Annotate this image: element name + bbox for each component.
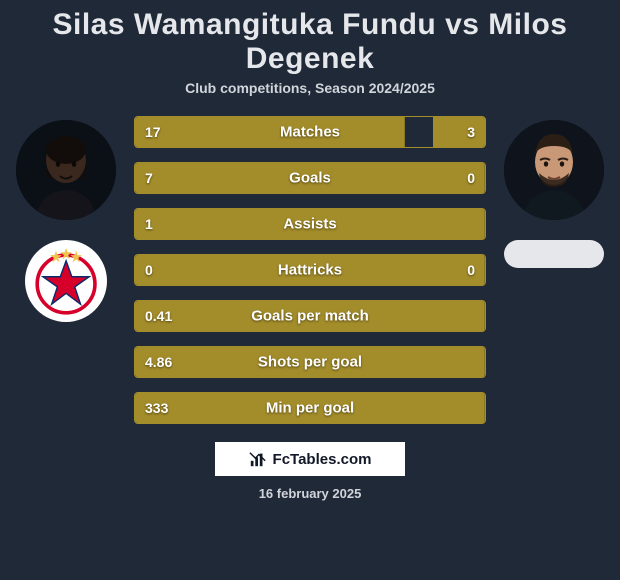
site-label: FcTables.com: [273, 451, 372, 468]
page-title: Silas Wamangituka Fundu vs Milos Degenek: [0, 0, 620, 80]
stat-row: Min per goal 333: [134, 392, 486, 424]
stat-bar-right-fill: [433, 117, 486, 147]
footer: FcTables.com 16 february 2025: [0, 442, 620, 501]
bar-chart-icon: [249, 450, 267, 468]
page-subtitle: Club competitions, Season 2024/2025: [0, 80, 620, 96]
stat-label: Assists: [283, 216, 336, 233]
stat-row: Shots per goal 4.86: [134, 346, 486, 378]
stat-label: Goals: [289, 170, 331, 187]
left-club-badge: [25, 240, 107, 322]
footer-date: 16 february 2025: [0, 486, 620, 501]
stat-label: Matches: [280, 124, 340, 141]
stat-value-left: 0.41: [145, 308, 172, 324]
right-player-avatar: [504, 120, 604, 220]
stat-label: Hattricks: [278, 262, 342, 279]
stat-value-left: 1: [145, 216, 153, 232]
stat-row: Assists 1: [134, 208, 486, 240]
stat-row: Matches 17 3: [134, 116, 486, 148]
stat-value-left: 7: [145, 170, 153, 186]
stat-label: Goals per match: [251, 308, 369, 325]
stat-row: Hattricks 0 0: [134, 254, 486, 286]
crvena-zvezda-crest-icon: [30, 245, 102, 317]
stat-row: Goals 7 0: [134, 162, 486, 194]
person-silhouette-icon: [504, 120, 604, 220]
stat-value-right: 3: [467, 124, 475, 140]
comparison-content: Matches173Goals70Assists1Hattricks00Goal…: [0, 116, 620, 424]
left-player-avatar: [16, 120, 116, 220]
stat-value-right: 0: [467, 170, 475, 186]
stat-value-left: 333: [145, 400, 168, 416]
right-club-badge-placeholder: [504, 240, 604, 268]
stat-label: Shots per goal: [258, 354, 362, 371]
left-player-column: [16, 116, 116, 322]
site-attribution: FcTables.com: [215, 442, 405, 476]
stat-value-left: 17: [145, 124, 161, 140]
stat-row: Goals per match 0.41: [134, 300, 486, 332]
stat-value-left: 4.86: [145, 354, 172, 370]
stat-bar-left-fill: [135, 117, 405, 147]
stat-bars: Matches173Goals70Assists1Hattricks00Goal…: [134, 116, 486, 424]
stat-value-right: 0: [467, 262, 475, 278]
stat-label: Min per goal: [266, 400, 354, 417]
right-player-column: [504, 116, 604, 268]
person-silhouette-icon: [16, 120, 116, 220]
stat-value-left: 0: [145, 262, 153, 278]
